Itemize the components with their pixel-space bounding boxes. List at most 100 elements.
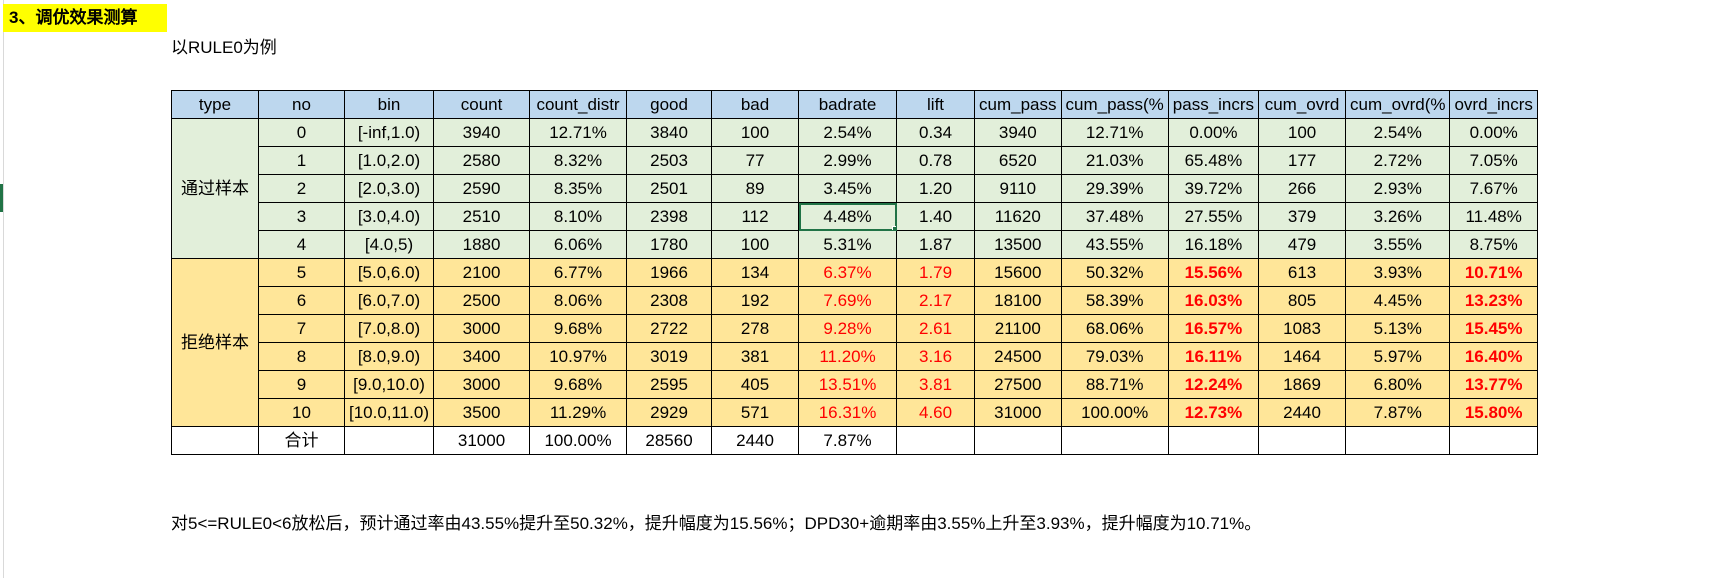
cell-badrate[interactable]: 6.37% (798, 258, 898, 287)
column-header-lift[interactable]: lift (896, 90, 976, 119)
cell-count[interactable]: 2500 (433, 286, 531, 315)
column-header-bin[interactable]: bin (343, 90, 435, 119)
cell-count-distr[interactable]: 8.32% (529, 146, 628, 175)
cell-no[interactable]: 5 (258, 258, 345, 287)
cell-no[interactable]: 10 (258, 398, 345, 427)
cell-cum-ovrd-[interactable]: 2.93% (1345, 174, 1451, 203)
cell-bad[interactable]: 278 (711, 314, 800, 343)
cell-bin[interactable]: [4.0,5) (343, 230, 435, 259)
cell-ovrd-incrs[interactable]: 15.80% (1449, 398, 1538, 427)
cell-cum-pass-[interactable]: 88.71% (1060, 370, 1169, 399)
total-cell[interactable]: 2440 (711, 426, 800, 455)
cell-cum-pass[interactable]: 18100 (974, 286, 1062, 315)
cell-no[interactable]: 4 (258, 230, 345, 259)
cell-bin[interactable]: [3.0,4.0) (343, 202, 435, 231)
cell-bad[interactable]: 77 (711, 146, 800, 175)
cell-good[interactable]: 2595 (626, 370, 713, 399)
cell-count[interactable]: 3000 (433, 314, 531, 343)
cell-badrate[interactable]: 2.54% (798, 118, 898, 147)
cell-ovrd-incrs[interactable]: 13.23% (1449, 286, 1538, 315)
column-header-count-distr[interactable]: count_distr (529, 90, 628, 119)
cell-good[interactable]: 3840 (626, 118, 713, 147)
cell-lift[interactable]: 1.79 (896, 258, 976, 287)
cell-no[interactable]: 9 (258, 370, 345, 399)
cell-lift[interactable]: 2.61 (896, 314, 976, 343)
cell-bin[interactable]: [1.0,2.0) (343, 146, 435, 175)
column-header-pass-incrs[interactable]: pass_incrs (1167, 90, 1260, 119)
cell-ovrd-incrs[interactable]: 7.05% (1449, 146, 1538, 175)
cell-cum-ovrd[interactable]: 479 (1258, 230, 1347, 259)
total-cell[interactable] (896, 426, 976, 455)
cell-cum-pass-[interactable]: 100.00% (1060, 398, 1169, 427)
cell-ovrd-incrs[interactable]: 0.00% (1449, 118, 1538, 147)
column-header-cum-pass-[interactable]: cum_pass(% (1060, 90, 1169, 119)
cell-lift[interactable]: 1.40 (896, 202, 976, 231)
cell-bin[interactable]: [7.0,8.0) (343, 314, 435, 343)
cell-cum-pass[interactable]: 13500 (974, 230, 1062, 259)
cell-cum-ovrd[interactable]: 2440 (1258, 398, 1347, 427)
total-cell[interactable] (1449, 426, 1538, 455)
cell-ovrd-incrs[interactable]: 16.40% (1449, 342, 1538, 371)
cell-badrate[interactable]: 13.51% (798, 370, 898, 399)
cell-cum-pass-[interactable]: 12.71% (1060, 118, 1169, 147)
cell-pass-incrs[interactable]: 65.48% (1167, 146, 1260, 175)
cell-cum-pass-[interactable]: 37.48% (1060, 202, 1169, 231)
column-header-bad[interactable]: bad (711, 90, 800, 119)
cell-cum-ovrd[interactable]: 1869 (1258, 370, 1347, 399)
cell-pass-incrs[interactable]: 27.55% (1167, 202, 1260, 231)
cell-pass-incrs[interactable]: 15.56% (1167, 258, 1260, 287)
cell-pass-incrs[interactable]: 12.24% (1167, 370, 1260, 399)
cell-cum-pass-[interactable]: 79.03% (1060, 342, 1169, 371)
total-cell[interactable] (974, 426, 1062, 455)
cell-badrate[interactable]: 11.20% (798, 342, 898, 371)
cell-count[interactable]: 2510 (433, 202, 531, 231)
cell-type-empty[interactable] (171, 426, 259, 455)
cell-cum-ovrd-[interactable]: 3.93% (1345, 258, 1451, 287)
cell-cum-ovrd-[interactable]: 2.72% (1345, 146, 1451, 175)
cell-count[interactable]: 3940 (433, 118, 531, 147)
cell-cum-ovrd[interactable]: 100 (1258, 118, 1347, 147)
cell-cum-pass[interactable]: 9110 (974, 174, 1062, 203)
total-cell[interactable]: 31000 (433, 426, 531, 455)
cell-ovrd-incrs[interactable]: 10.71% (1449, 258, 1538, 287)
cell-good[interactable]: 3019 (626, 342, 713, 371)
conclusion-note[interactable]: 对5<=RULE0<6放松后，预计通过率由43.55%提升至50.32%，提升幅… (171, 514, 1262, 533)
cell-no[interactable]: 2 (258, 174, 345, 203)
selected-cell[interactable]: 4.48% (798, 202, 898, 231)
cell-lift[interactable]: 1.20 (896, 174, 976, 203)
cell-no[interactable]: 0 (258, 118, 345, 147)
cell-cum-ovrd[interactable]: 266 (1258, 174, 1347, 203)
cell-bad[interactable]: 381 (711, 342, 800, 371)
cell-cum-ovrd-[interactable]: 3.26% (1345, 202, 1451, 231)
cell-cum-ovrd[interactable]: 1083 (1258, 314, 1347, 343)
cell-cum-ovrd[interactable]: 805 (1258, 286, 1347, 315)
cell-bin[interactable]: [5.0,6.0) (343, 258, 435, 287)
cell-cum-ovrd-[interactable]: 5.97% (1345, 342, 1451, 371)
cell-pass-incrs[interactable]: 12.73% (1167, 398, 1260, 427)
cell-lift[interactable]: 3.81 (896, 370, 976, 399)
subtitle-text[interactable]: 以RULE0为例 (171, 38, 277, 57)
cell-pass-incrs[interactable]: 0.00% (1167, 118, 1260, 147)
column-header-good[interactable]: good (626, 90, 713, 119)
cell-bad[interactable]: 89 (711, 174, 800, 203)
cell-cum-ovrd-[interactable]: 7.87% (1345, 398, 1451, 427)
cell-cum-pass[interactable]: 6520 (974, 146, 1062, 175)
cell-bin[interactable]: [9.0,10.0) (343, 370, 435, 399)
cell-cum-ovrd[interactable]: 379 (1258, 202, 1347, 231)
cell-count[interactable]: 2580 (433, 146, 531, 175)
column-header-type[interactable]: type (171, 90, 259, 119)
cell-lift[interactable]: 3.16 (896, 342, 976, 371)
cell-bad[interactable]: 192 (711, 286, 800, 315)
cell-good[interactable]: 1966 (626, 258, 713, 287)
cell-cum-pass[interactable]: 3940 (974, 118, 1062, 147)
cell-cum-ovrd-[interactable]: 6.80% (1345, 370, 1451, 399)
cell-pass-incrs[interactable]: 16.57% (1167, 314, 1260, 343)
total-cell[interactable]: 28560 (626, 426, 713, 455)
column-header-badrate[interactable]: badrate (798, 90, 898, 119)
cell-cum-ovrd-[interactable]: 4.45% (1345, 286, 1451, 315)
cell-badrate[interactable]: 5.31% (798, 230, 898, 259)
cell-good[interactable]: 2929 (626, 398, 713, 427)
cell-badrate[interactable]: 9.28% (798, 314, 898, 343)
type-cell-reject[interactable]: 拒绝样本 (171, 258, 259, 427)
cell-count-distr[interactable]: 8.10% (529, 202, 628, 231)
